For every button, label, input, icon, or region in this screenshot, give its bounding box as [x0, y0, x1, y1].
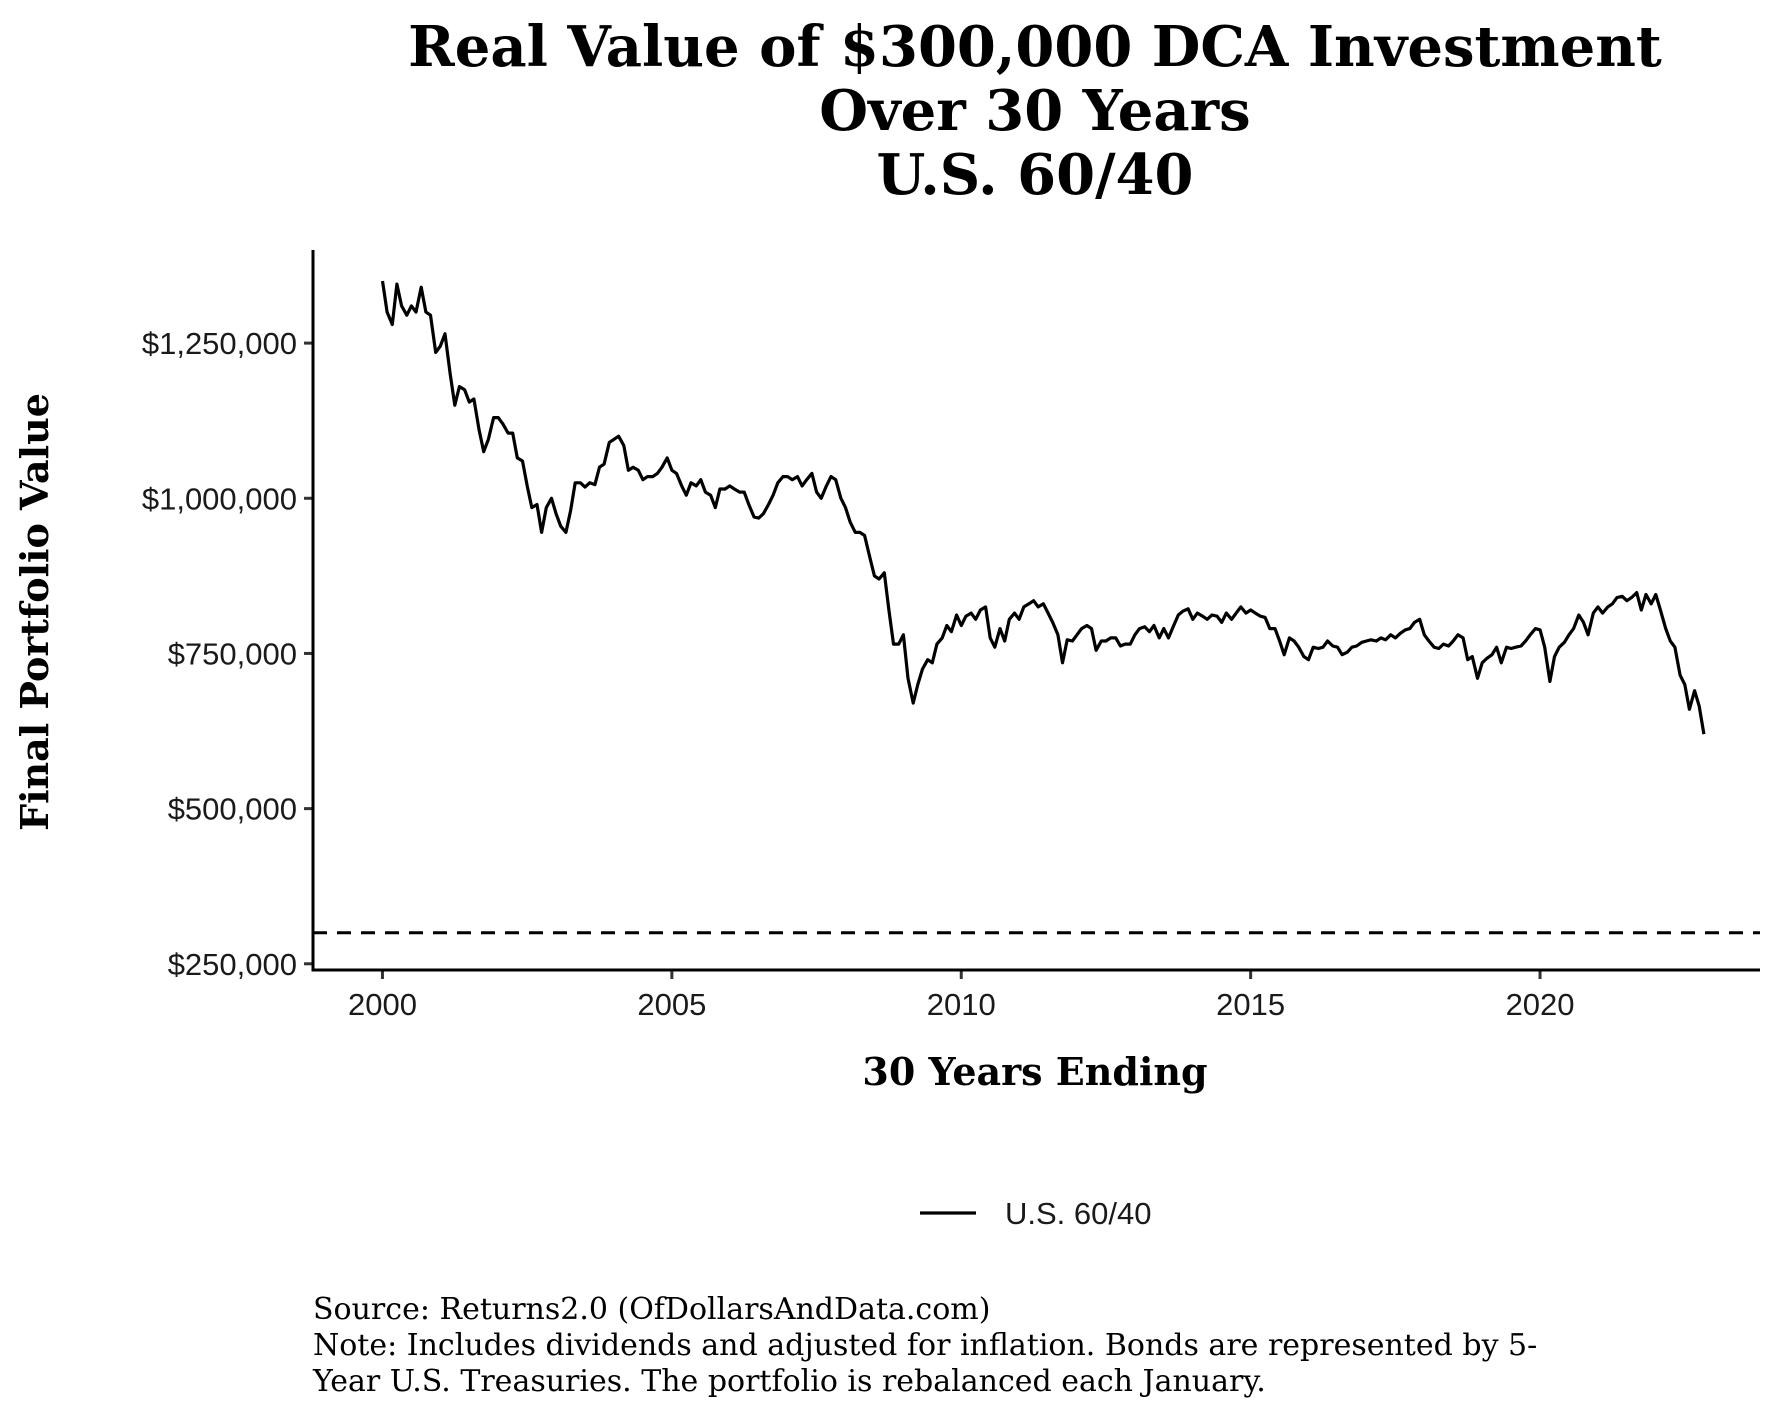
legend-label-us-60-40: U.S. 60/40 — [1005, 1196, 1151, 1231]
source-note: Source: Returns2.0 (OfDollarsAndData.com… — [312, 1292, 1537, 1399]
legend: U.S. 60/40 — [920, 1196, 1151, 1231]
chart-title-line-2: Over 30 Years — [819, 78, 1250, 144]
y-tick-label: $750,000 — [168, 636, 297, 671]
note-line-2: Year U.S. Treasuries. The portfolio is r… — [312, 1364, 1266, 1399]
x-tick-label: 2010 — [927, 987, 996, 1022]
series-line-us-60-40 — [380, 280, 1706, 735]
plot-area: $250,000 $500,000 $750,000 $1,000,000 $1,250… — [142, 250, 1760, 1022]
y-tick-label: $250,000 — [168, 947, 297, 982]
y-tick-label: $1,000,000 — [142, 481, 297, 516]
y-axis-title: Final Portfolio Value — [12, 393, 57, 831]
x-axis-title: 30 Years Ending — [862, 1049, 1207, 1094]
x-tick-label: 2005 — [637, 987, 706, 1022]
note-line-1: Note: Includes dividends and adjusted fo… — [313, 1328, 1537, 1363]
y-tick-label: $1,250,000 — [142, 326, 297, 361]
source-line: Source: Returns2.0 (OfDollarsAndData.com… — [313, 1292, 990, 1327]
chart-title: Real Value of $300,000 DCA Investment Ov… — [408, 14, 1662, 208]
y-axis-ticks: $250,000 $500,000 $750,000 $1,000,000 $1,250… — [142, 326, 313, 982]
chart-title-line-1: Real Value of $300,000 DCA Investment — [408, 14, 1662, 80]
x-tick-label: 2015 — [1216, 987, 1285, 1022]
x-axis-ticks: 2000 2005 2010 2015 2020 — [348, 970, 1575, 1022]
x-tick-label: 2000 — [348, 987, 417, 1022]
chart-title-line-3: U.S. 60/40 — [877, 142, 1194, 208]
x-tick-label: 2020 — [1506, 987, 1575, 1022]
y-tick-label: $500,000 — [168, 792, 297, 827]
